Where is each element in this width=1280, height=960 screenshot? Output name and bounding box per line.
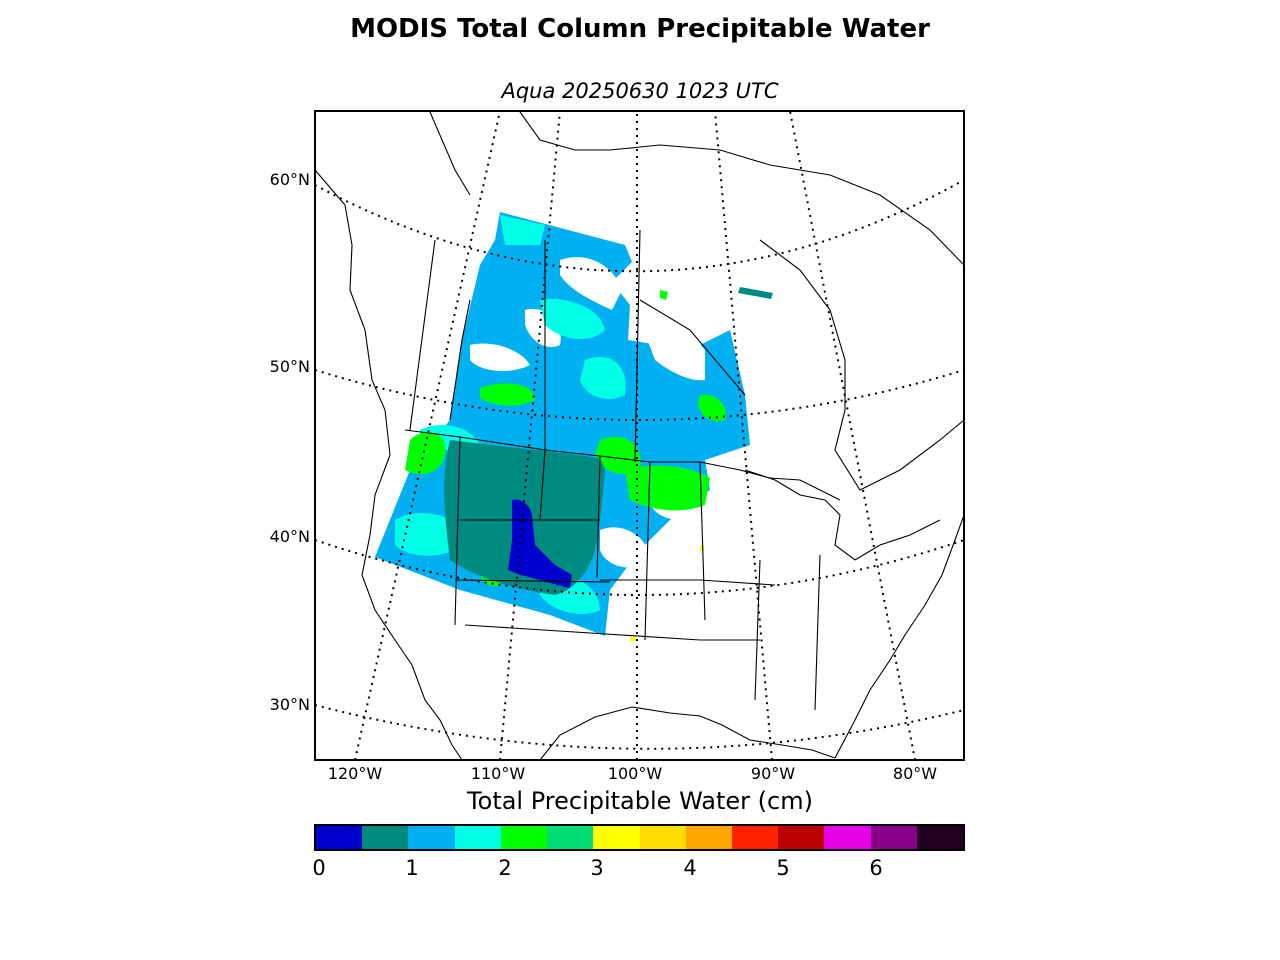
pw-moist-cyan-areas [395,215,626,615]
colorbar-title: Total Precipitable Water (cm) [467,787,813,815]
pw-swath-white-gaps [470,257,705,568]
lon-label-80w: 80°W [892,764,938,783]
colorbar-segment-4 [500,826,548,849]
us-state-lines [454,436,821,711]
latitude-line-30n [315,704,964,750]
meridian-80w [789,111,916,760]
colorbar-segment-2 [408,826,455,849]
colorbar-tick-2: 2 [498,856,512,880]
great-lakes-outline [744,469,941,561]
colorbar-tick-5: 5 [776,856,790,880]
colorbar-segment-6 [593,826,640,849]
chart-title: MODIS Total Column Precipitable Water [350,14,930,44]
gulf-coastline [539,706,836,760]
colorbar-tick-6: 6 [869,856,883,880]
map-frame [314,110,965,761]
colorbar-tick-1: 1 [405,856,419,880]
lon-label-120w: 120°W [327,764,383,783]
colorbar-segment-9 [731,826,779,849]
northern-arctic-shore [429,111,964,266]
lat-label-40n: 40°N [269,527,310,546]
latitude-line-40n [315,539,964,596]
colorbar-segment-7 [639,826,686,849]
colorbar-tick-0: 0 [312,856,326,880]
latitude-line-50n [315,369,964,421]
colorbar-tick-4: 4 [683,856,697,880]
rocky-mountain-coast-canada [449,299,471,421]
lon-label-90w: 90°W [750,764,796,783]
colorbar-segment-13 [916,826,964,849]
us-canada-border [404,429,841,501]
colorbar-segment-3 [454,826,501,849]
graticule [315,111,964,760]
lon-label-110w: 110°W [470,764,526,783]
precipitable-water-swath [375,212,773,641]
colorbar-segment-0 [316,826,363,849]
map-content [315,111,964,760]
colorbar-segment-10 [778,826,825,849]
chart-subtitle: Aqua 20250630 1023 UTC [501,79,779,103]
colorbar-tick-3: 3 [590,856,604,880]
colorbar-segment-12 [870,826,917,849]
colorbar-segment-5 [547,826,594,849]
colorbar [314,824,965,851]
pacific-coastline [315,169,463,760]
lat-label-50n: 50°N [269,357,310,376]
hudson-bay-shore [759,239,964,491]
lon-label-100w: 100°W [607,764,663,783]
pw-very-dry-blue-region [508,499,572,588]
meridian-120w [354,111,501,760]
colorbar-segment-8 [685,826,732,849]
lat-label-30n: 30°N [269,695,310,714]
colorbar-segment-1 [362,826,409,849]
atlantic-coastline [834,514,964,759]
colorbar-segment-11 [824,826,871,849]
canada-province-lines [409,229,746,463]
lat-label-60n: 60°N [269,170,310,189]
geographic-boundaries [315,111,964,760]
